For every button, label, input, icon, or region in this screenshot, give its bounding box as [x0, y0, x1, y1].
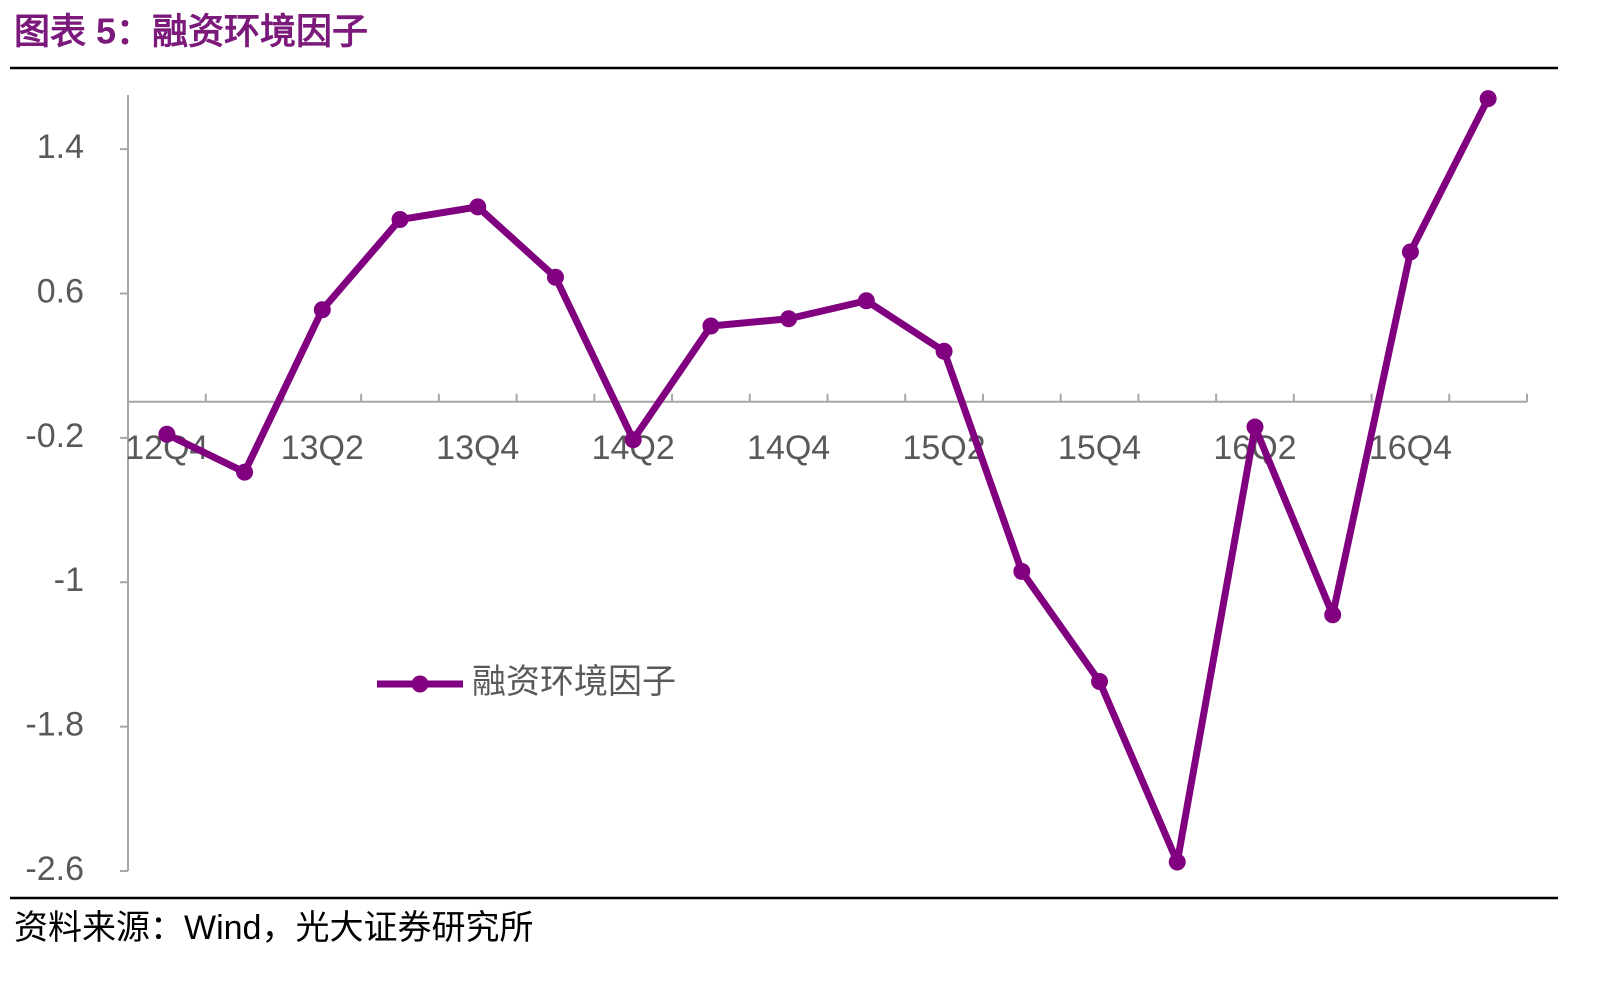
data-point — [1168, 853, 1186, 871]
data-point — [546, 268, 564, 286]
data-point — [1013, 562, 1031, 580]
y-tick-label: -1 — [54, 561, 84, 599]
x-tick-label: 15Q4 — [1058, 429, 1141, 467]
data-point — [624, 431, 642, 449]
x-tick-label: 13Q4 — [436, 429, 519, 467]
x-tick-label: 14Q4 — [747, 429, 830, 467]
data-point — [1479, 90, 1497, 108]
data-point — [1091, 673, 1109, 691]
data-point — [1246, 418, 1264, 436]
legend-marker — [411, 675, 429, 693]
x-tick-label: 13Q2 — [281, 429, 364, 467]
x-tick-label: 16Q4 — [1369, 429, 1452, 467]
y-tick-label: 1.4 — [37, 128, 84, 166]
data-point — [469, 198, 487, 216]
y-tick-label: -1.8 — [25, 706, 84, 744]
data-point — [935, 342, 953, 360]
legend-label: 融资环境因子 — [472, 663, 676, 701]
y-tick-label: -0.2 — [25, 417, 84, 455]
data-point — [857, 292, 875, 310]
data-point — [1324, 606, 1342, 624]
chart-title: 图表 5：融资环境因子 — [14, 11, 368, 52]
data-point — [391, 211, 409, 229]
data-point — [313, 301, 331, 319]
data-point — [1401, 243, 1419, 261]
source-note: 资料来源：Wind，光大证券研究所 — [14, 909, 533, 947]
data-point — [158, 425, 176, 443]
data-point — [780, 310, 798, 328]
series-line — [165, 97, 1492, 866]
y-tick-label: -2.6 — [25, 850, 84, 888]
data-point — [702, 317, 720, 335]
data-point — [236, 463, 254, 481]
y-tick-label: 0.6 — [37, 272, 84, 310]
